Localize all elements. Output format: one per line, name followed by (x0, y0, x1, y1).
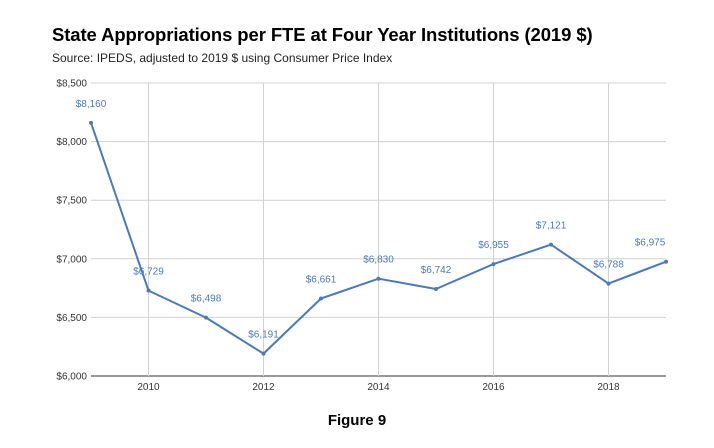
y-axis: $6,000 $6,500 $7,000 $7,500 $8,000 $8,500 (56, 79, 87, 383)
data-point (261, 351, 266, 356)
data-point (434, 287, 438, 292)
data-label: $6,975 (635, 238, 666, 249)
data-label: $6,742 (421, 265, 452, 276)
x-tick-label: 2018 (597, 382, 620, 393)
data-label: $6,788 (593, 260, 624, 271)
y-tick-label: $6,500 (56, 313, 87, 324)
y-tick-label: $8,000 (56, 137, 87, 148)
figure-caption: Figure 9 (327, 412, 387, 429)
x-tick-label: 2016 (482, 382, 505, 393)
data-label: $6,191 (248, 330, 279, 341)
data-label: $6,729 (133, 267, 164, 278)
x-axis: 2010 2012 2014 2016 2018 (137, 382, 620, 393)
series-line-group (89, 120, 668, 356)
data-label: $7,121 (536, 221, 567, 232)
x-tick-label: 2012 (252, 382, 275, 393)
data-label: $6,498 (191, 294, 222, 305)
data-point (376, 276, 381, 281)
data-point (146, 288, 151, 293)
x-tick-label: 2014 (367, 382, 390, 393)
grid-lines (91, 82, 666, 377)
data-label: $6,830 (363, 255, 394, 266)
y-tick-label: $7,500 (56, 196, 87, 207)
data-point (606, 281, 611, 286)
data-point (89, 120, 93, 125)
y-tick-label: $7,000 (56, 254, 87, 265)
chart-title: State Appropriations per FTE at Four Yea… (52, 24, 593, 45)
data-labels: $8,160 $6,729 $6,498 $6,191 $6,661 $6,830 $6,7… (76, 99, 666, 341)
chart-subtitle: Source: IPEDS, adjusted to 2019 $ using … (52, 51, 393, 65)
data-point (319, 296, 323, 301)
data-point (204, 315, 208, 320)
y-tick-label: $8,500 (56, 79, 87, 90)
data-point (664, 259, 668, 264)
data-label: $6,955 (478, 240, 509, 251)
data-label: $6,661 (306, 275, 337, 286)
data-point (491, 262, 496, 267)
x-tick-label: 2010 (137, 382, 160, 393)
data-label: $8,160 (76, 99, 107, 110)
y-tick-label: $6,000 (56, 372, 87, 383)
data-point (549, 242, 553, 247)
